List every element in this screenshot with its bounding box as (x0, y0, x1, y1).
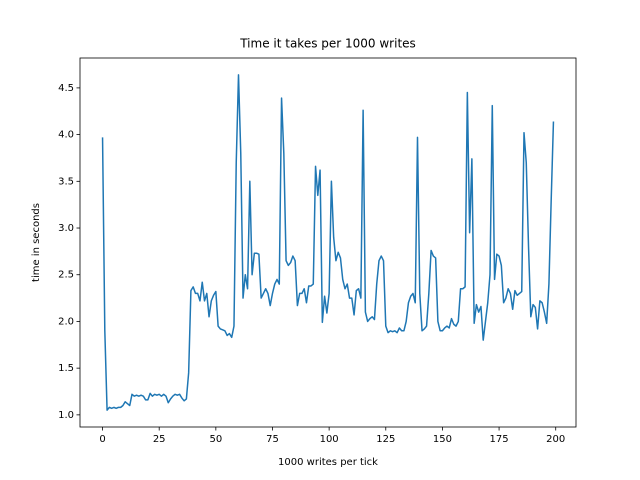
x-axis-label: 1000 writes per tick (278, 457, 378, 468)
chart-title: Time it takes per 1000 writes (239, 37, 416, 51)
y-tick-label: 2.5 (58, 270, 74, 281)
x-tick-label: 200 (546, 434, 565, 445)
y-tick-label: 4.5 (58, 83, 74, 94)
x-tick-label: 75 (266, 434, 279, 445)
x-tick-label: 50 (209, 434, 222, 445)
y-tick-label: 1.5 (58, 363, 74, 374)
y-tick-label: 3.5 (58, 176, 74, 187)
y-tick-label: 2.0 (58, 316, 74, 327)
x-tick-label: 100 (320, 434, 339, 445)
data-line (101, 74, 555, 411)
x-tick-label: 150 (433, 434, 452, 445)
plot-frame (79, 57, 577, 428)
x-tick-label: 175 (490, 434, 509, 445)
y-tick-label: 1.0 (58, 410, 74, 421)
x-tick-label: 25 (153, 434, 166, 445)
x-tick-label: 0 (99, 434, 105, 445)
y-tick-label: 3.0 (58, 223, 74, 234)
x-tick-label: 125 (376, 434, 395, 445)
y-tick-label: 4.0 (58, 130, 74, 141)
y-axis-label: time in seconds (31, 203, 42, 282)
